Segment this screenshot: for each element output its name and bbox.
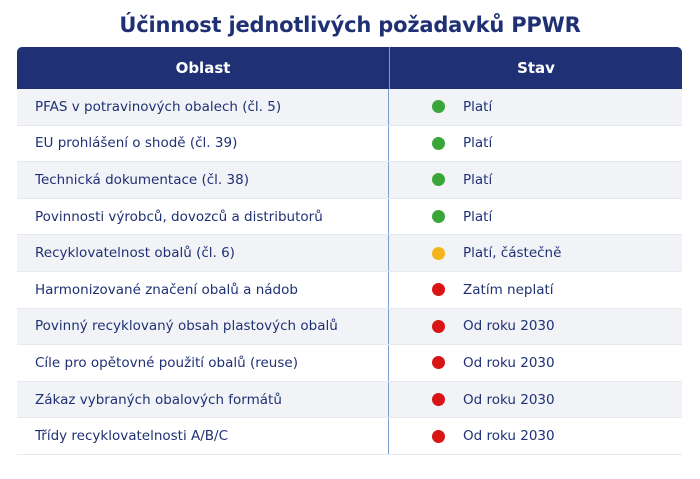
status-cell: Platí, částečně (389, 235, 682, 271)
status-dot-icon (432, 356, 445, 370)
status-cell: Od roku 2030 (389, 382, 682, 418)
table-body: PFAS v potravinových obalech (čl. 5) Plat… (17, 89, 682, 455)
status-label: Platí, částečně (463, 245, 562, 262)
table-row: Zákaz vybraných obalových formátů Od roku… (17, 381, 682, 419)
status-cell: Od roku 2030 (389, 309, 682, 345)
area-cell: Povinnosti výrobců, dovozců a distributo… (17, 198, 389, 235)
status-label: Od roku 2030 (463, 354, 555, 371)
status-dot-icon (432, 100, 445, 114)
area-cell: Technická dokumentace (čl. 38) (17, 162, 389, 198)
status-label: Platí (463, 98, 493, 115)
table-row: PFAS v potravinových obalech (čl. 5) Plat… (17, 89, 682, 126)
table-row: Recyklovatelnost obalů (čl. 6) Platí, čás… (17, 235, 682, 272)
area-cell: Třídy recyklovatelnosti A/B/C (17, 418, 389, 454)
status-dot-icon (432, 246, 445, 260)
table-row: Cíle pro opětovné použití obalů (reuse) O… (17, 345, 682, 382)
table-row: Harmonizované značení obalů a nádob Zatím… (17, 271, 682, 309)
page-title: Účinnost jednotlivých požadavků PPWR (119, 13, 581, 37)
table-row: Povinný recyklovaný obsah plastových oba… (17, 308, 682, 346)
table-row: Povinnosti výrobců, dovozců a distributo… (17, 198, 682, 236)
status-cell: Od roku 2030 (389, 345, 682, 381)
status-label: Od roku 2030 (463, 428, 555, 445)
status-cell: Platí (389, 199, 682, 235)
table-row: EU prohlášení o shodě (čl. 39) Platí (17, 125, 682, 163)
table-row: Technická dokumentace (čl. 38) Platí (17, 162, 682, 199)
status-cell: Platí (389, 126, 682, 162)
table-header: Oblast Stav (17, 47, 682, 89)
area-cell: Povinný recyklovaný obsah plastových oba… (17, 308, 389, 345)
status-label: Platí (463, 135, 493, 152)
status-label: Od roku 2030 (463, 391, 555, 408)
area-cell: Cíle pro opětovné použití obalů (reuse) (17, 345, 389, 381)
status-cell: Od roku 2030 (389, 418, 682, 454)
area-cell: EU prohlášení o shodě (čl. 39) (17, 125, 389, 162)
status-label: Platí (463, 171, 493, 188)
status-dot-icon (432, 429, 445, 443)
status-dot-icon (432, 136, 445, 150)
area-cell: Recyklovatelnost obalů (čl. 6) (17, 235, 389, 271)
status-cell: Platí (389, 89, 682, 125)
status-cell: Platí (389, 162, 682, 198)
status-label: Zatím neplatí (463, 281, 554, 298)
status-label: Platí (463, 208, 493, 225)
header-status: Stav (517, 59, 555, 77)
status-dot-icon (432, 283, 445, 297)
status-label: Od roku 2030 (463, 318, 555, 335)
status-dot-icon (432, 173, 445, 187)
status-cell: Zatím neplatí (389, 272, 682, 308)
header-area: Oblast (17, 47, 390, 89)
area-cell: Zákaz vybraných obalových formátů (17, 381, 389, 418)
requirements-table: Oblast Stav PFAS v potravinových obalech… (17, 47, 682, 455)
status-dot-icon (432, 393, 445, 407)
area-cell: Harmonizované značení obalů a nádob (17, 271, 389, 308)
status-dot-icon (432, 210, 445, 224)
table-row: Třídy recyklovatelnosti A/B/C Od roku 203… (17, 418, 682, 455)
status-dot-icon (432, 319, 445, 333)
area-cell: PFAS v potravinových obalech (čl. 5) (17, 89, 389, 125)
